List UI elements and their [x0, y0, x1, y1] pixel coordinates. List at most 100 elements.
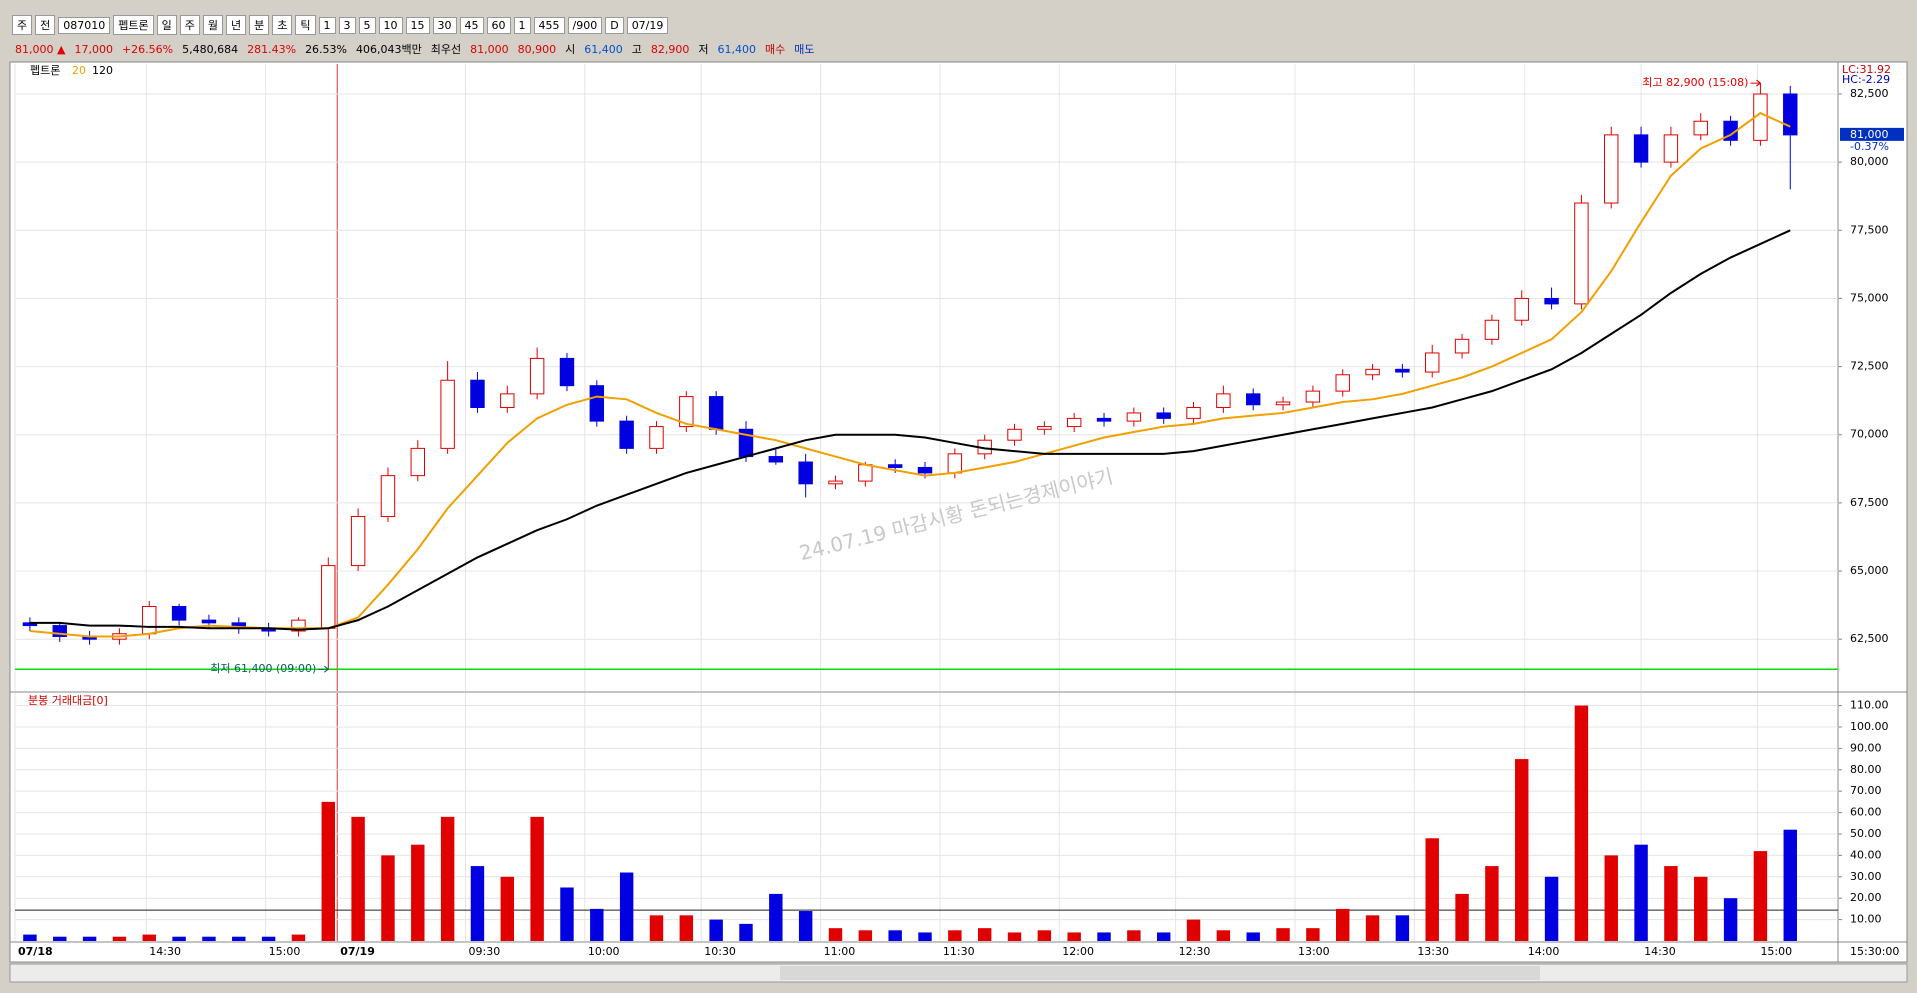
y-tick-label: 20.00 — [1850, 891, 1882, 904]
candle-body — [1365, 368, 1380, 376]
quote-field: 406,043백만 — [356, 43, 422, 56]
candle-body — [1484, 319, 1500, 340]
y-tick-label: 82,500 — [1850, 87, 1889, 100]
last-change: -0.37% — [1850, 140, 1889, 153]
candle-body — [171, 605, 187, 621]
candle-body — [321, 565, 336, 629]
candle-body — [1395, 368, 1410, 373]
quote-field: 26.53% — [305, 42, 348, 56]
toolbar-button[interactable]: 60 — [486, 16, 511, 34]
bar — [440, 816, 455, 941]
bar — [23, 934, 37, 941]
y-tick-label: 70,000 — [1850, 428, 1889, 441]
bar — [1037, 930, 1052, 941]
candle-body — [500, 393, 515, 408]
candle-body — [1186, 406, 1201, 419]
panel-title: 분봉 거래대금[0] — [28, 694, 108, 707]
quote-field: 281.43% — [247, 42, 297, 56]
toolbar-button[interactable]: 10 — [378, 16, 403, 34]
candle-body — [1096, 417, 1112, 422]
y-tick-label: 60.00 — [1850, 806, 1882, 819]
candle-body — [1693, 120, 1708, 136]
toolbar-button[interactable]: 년 — [226, 15, 247, 35]
candle-body — [887, 464, 903, 468]
bar — [918, 932, 932, 941]
x-tick-label: 12:00 — [1062, 945, 1094, 958]
scale-info: LC:31.92 — [1842, 63, 1891, 76]
bar — [351, 816, 365, 941]
toolbar-button[interactable]: 15 — [405, 16, 430, 34]
candle-body — [947, 453, 963, 474]
candle-body — [1066, 417, 1082, 428]
y-tick-label: 62,500 — [1850, 632, 1889, 645]
quote-field: 17,000 — [74, 42, 113, 56]
x-tick-label: 07/19 — [340, 945, 375, 958]
toolbar-button[interactable]: 전 — [35, 15, 56, 35]
toolbar-button[interactable]: 주 — [179, 15, 200, 35]
toolbar-button[interactable]: 주 — [12, 15, 33, 35]
toolbar-button[interactable]: 5 — [358, 16, 376, 34]
bar — [1246, 932, 1260, 941]
bar — [1753, 851, 1768, 941]
toolbar-button[interactable]: 분 — [249, 15, 270, 35]
toolbar-button[interactable]: 틱 — [295, 15, 316, 35]
candle-body — [410, 447, 426, 477]
annotation: 최고 82,900 (15:08) — [1642, 76, 1748, 89]
toolbar-button[interactable]: 455 — [533, 16, 565, 34]
bar — [261, 936, 276, 941]
bar — [977, 928, 992, 941]
bar — [1336, 908, 1350, 941]
bar — [232, 936, 246, 941]
quote-field: 시 — [565, 43, 576, 56]
toolbar-button[interactable]: /900 — [567, 16, 603, 34]
bar — [560, 887, 574, 941]
candle-body — [1216, 393, 1231, 408]
candle-body — [52, 625, 67, 637]
toolbar-button[interactable]: 30 — [432, 16, 457, 34]
bar — [1723, 898, 1738, 941]
toolbar-row1: 주 전 087010 펩트론 일 주 월 년 분 초 틱 1 3 5 10 15 30 45 60 1 455/900 D… — [12, 15, 669, 35]
candle-body — [1783, 93, 1798, 136]
candle-body — [1037, 426, 1052, 430]
legend-entry: 120 — [92, 64, 113, 77]
toolbar-button[interactable]: 1 — [513, 16, 531, 34]
toolbar-button[interactable]: 07/19 — [626, 16, 669, 34]
bar — [1544, 876, 1559, 941]
y-tick-label: 75,000 — [1850, 291, 1889, 304]
candle-body — [1574, 202, 1589, 305]
candle-body — [589, 385, 605, 422]
x-tick-label: 11:00 — [824, 945, 856, 958]
candle-body — [619, 420, 634, 449]
scroll-thumb[interactable] — [780, 966, 1540, 980]
bar — [709, 919, 723, 941]
toolbar-button[interactable]: 펩트론 — [113, 15, 154, 35]
candle-body — [559, 357, 575, 387]
candle-body — [1275, 401, 1291, 406]
legend-entry: 20 — [72, 64, 86, 77]
toolbar-button[interactable]: 월 — [202, 15, 223, 35]
bar — [1783, 829, 1797, 941]
toolbar-button[interactable]: 1 — [318, 16, 336, 34]
toolbar-button[interactable]: 087010 — [58, 16, 111, 34]
candle-body — [708, 396, 724, 430]
toolbar-button[interactable]: 일 — [156, 15, 177, 35]
y-tick-label: 50.00 — [1850, 827, 1882, 840]
bar — [1216, 930, 1231, 941]
x-tick-label: 15:00 — [1760, 945, 1792, 958]
bar — [1127, 930, 1141, 941]
ma-line — [29, 229, 1791, 631]
bar — [1634, 844, 1648, 941]
toolbar-button[interactable]: 3 — [338, 16, 356, 34]
toolbar-button[interactable]: 초 — [272, 15, 293, 35]
quote-field: 매도 — [794, 43, 815, 56]
bar — [1455, 893, 1469, 941]
y-tick-label: 80,000 — [1850, 155, 1889, 168]
toolbar-button[interactable]: D — [605, 16, 624, 34]
bar — [1425, 838, 1439, 941]
toolbar-button[interactable]: 45 — [459, 16, 484, 34]
bar — [798, 911, 813, 941]
bar — [649, 915, 664, 941]
x-axis-end-label: 15:30:00 — [1850, 945, 1899, 958]
candle-body — [679, 396, 694, 428]
